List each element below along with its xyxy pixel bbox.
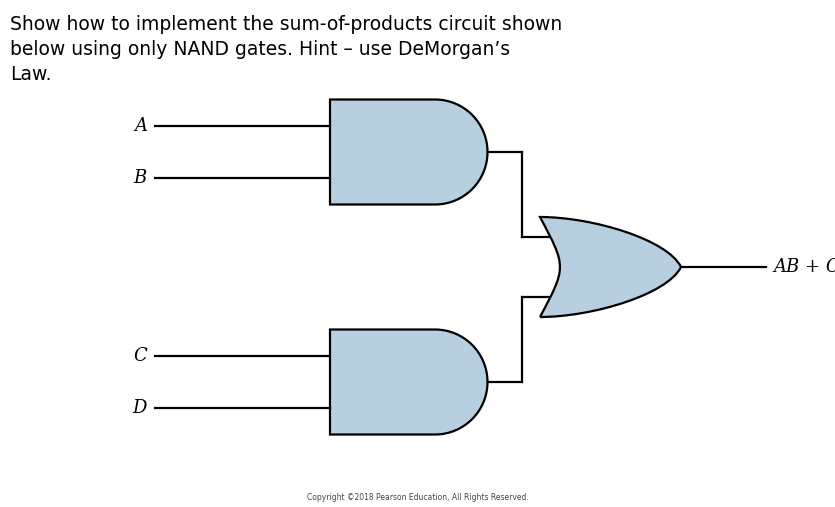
Text: D: D	[133, 399, 147, 417]
PathPatch shape	[330, 330, 488, 434]
Text: Copyright ©2018 Pearson Education, All Rights Reserved.: Copyright ©2018 Pearson Education, All R…	[306, 493, 529, 502]
Text: C: C	[134, 347, 147, 365]
Text: B: B	[134, 169, 147, 187]
Text: A: A	[134, 117, 147, 135]
Text: Show how to implement the sum-of-products circuit shown
below using only NAND ga: Show how to implement the sum-of-product…	[10, 15, 562, 84]
PathPatch shape	[540, 217, 681, 317]
PathPatch shape	[330, 99, 488, 204]
Text: AB + CD: AB + CD	[773, 258, 835, 276]
